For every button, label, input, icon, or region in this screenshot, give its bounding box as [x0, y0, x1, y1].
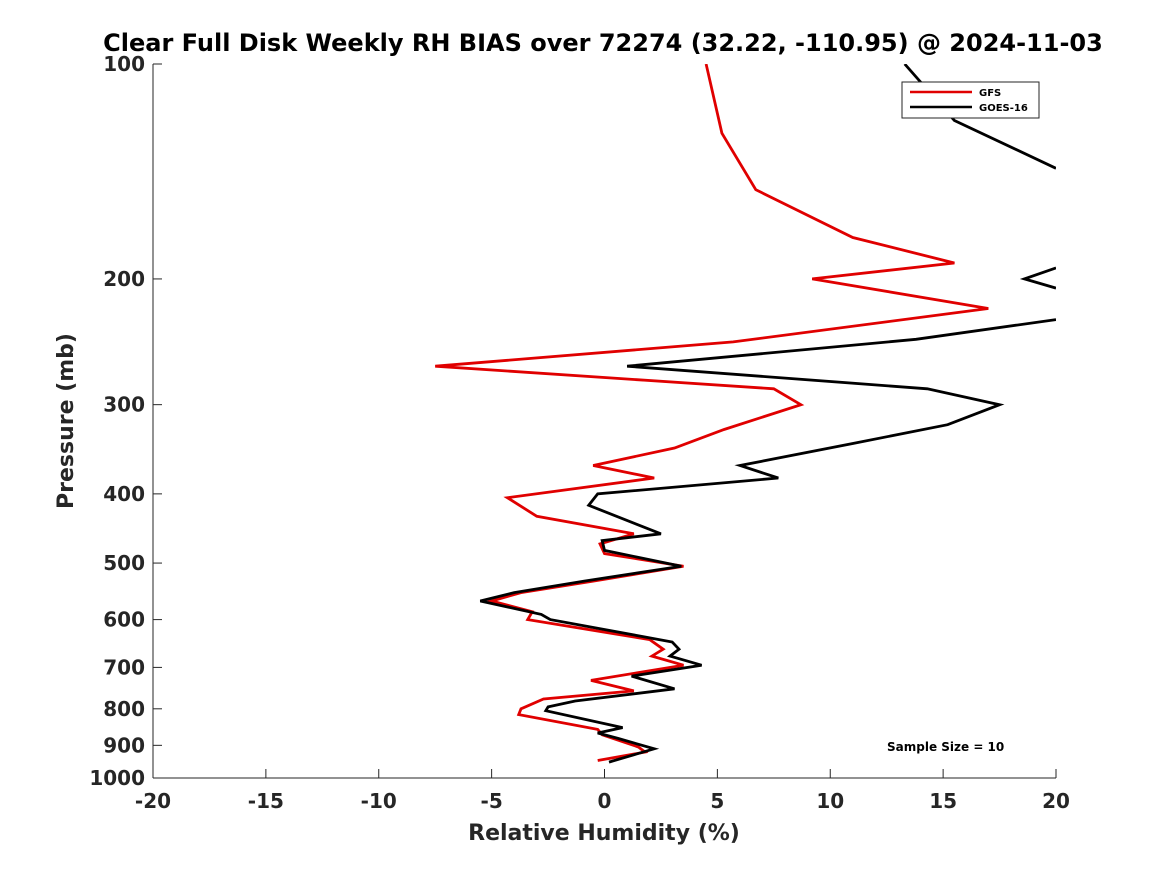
y-tick-label: 500	[103, 551, 145, 575]
y-tick-label: 700	[103, 655, 145, 679]
x-tick-label: 10	[816, 789, 844, 813]
chart-title: Clear Full Disk Weekly RH BIAS over 7227…	[103, 29, 1103, 57]
x-tick-label: -20	[135, 789, 171, 813]
x-tick-label: 15	[929, 789, 957, 813]
plot-area	[153, 64, 1056, 778]
x-tick-label: -5	[481, 789, 503, 813]
y-tick-label: 900	[103, 733, 145, 757]
x-axis-label: Relative Humidity (%)	[468, 821, 740, 846]
y-tick-label: 400	[103, 482, 145, 506]
legend-label-gfs: GFS	[979, 88, 1001, 99]
legend: GFS GOES-16	[901, 81, 1040, 119]
x-tick-label: 20	[1042, 789, 1070, 813]
x-tick-label: -10	[361, 789, 397, 813]
legend-label-goes16: GOES-16	[979, 103, 1028, 114]
x-ticks: -20 -15 -10 -5 0 5 10 15 20	[135, 769, 1070, 813]
y-tick-label: 100	[103, 52, 145, 76]
y-tick-label: 300	[103, 393, 145, 417]
y-tick-label: 600	[103, 608, 145, 632]
y-tick-label: 1000	[89, 766, 145, 790]
sample-size-annotation: Sample Size = 10	[887, 740, 1004, 754]
x-tick-label: -15	[248, 789, 284, 813]
x-tick-label: 0	[598, 789, 612, 813]
y-tick-label: 800	[103, 697, 145, 721]
y-ticks: 100 200 300 400 500 600 700 800 900 1000	[89, 52, 162, 790]
x-tick-label: 5	[710, 789, 724, 813]
y-axis-label: Pressure (mb)	[54, 333, 79, 509]
y-tick-label: 200	[103, 267, 145, 291]
legend-box	[901, 81, 1040, 119]
